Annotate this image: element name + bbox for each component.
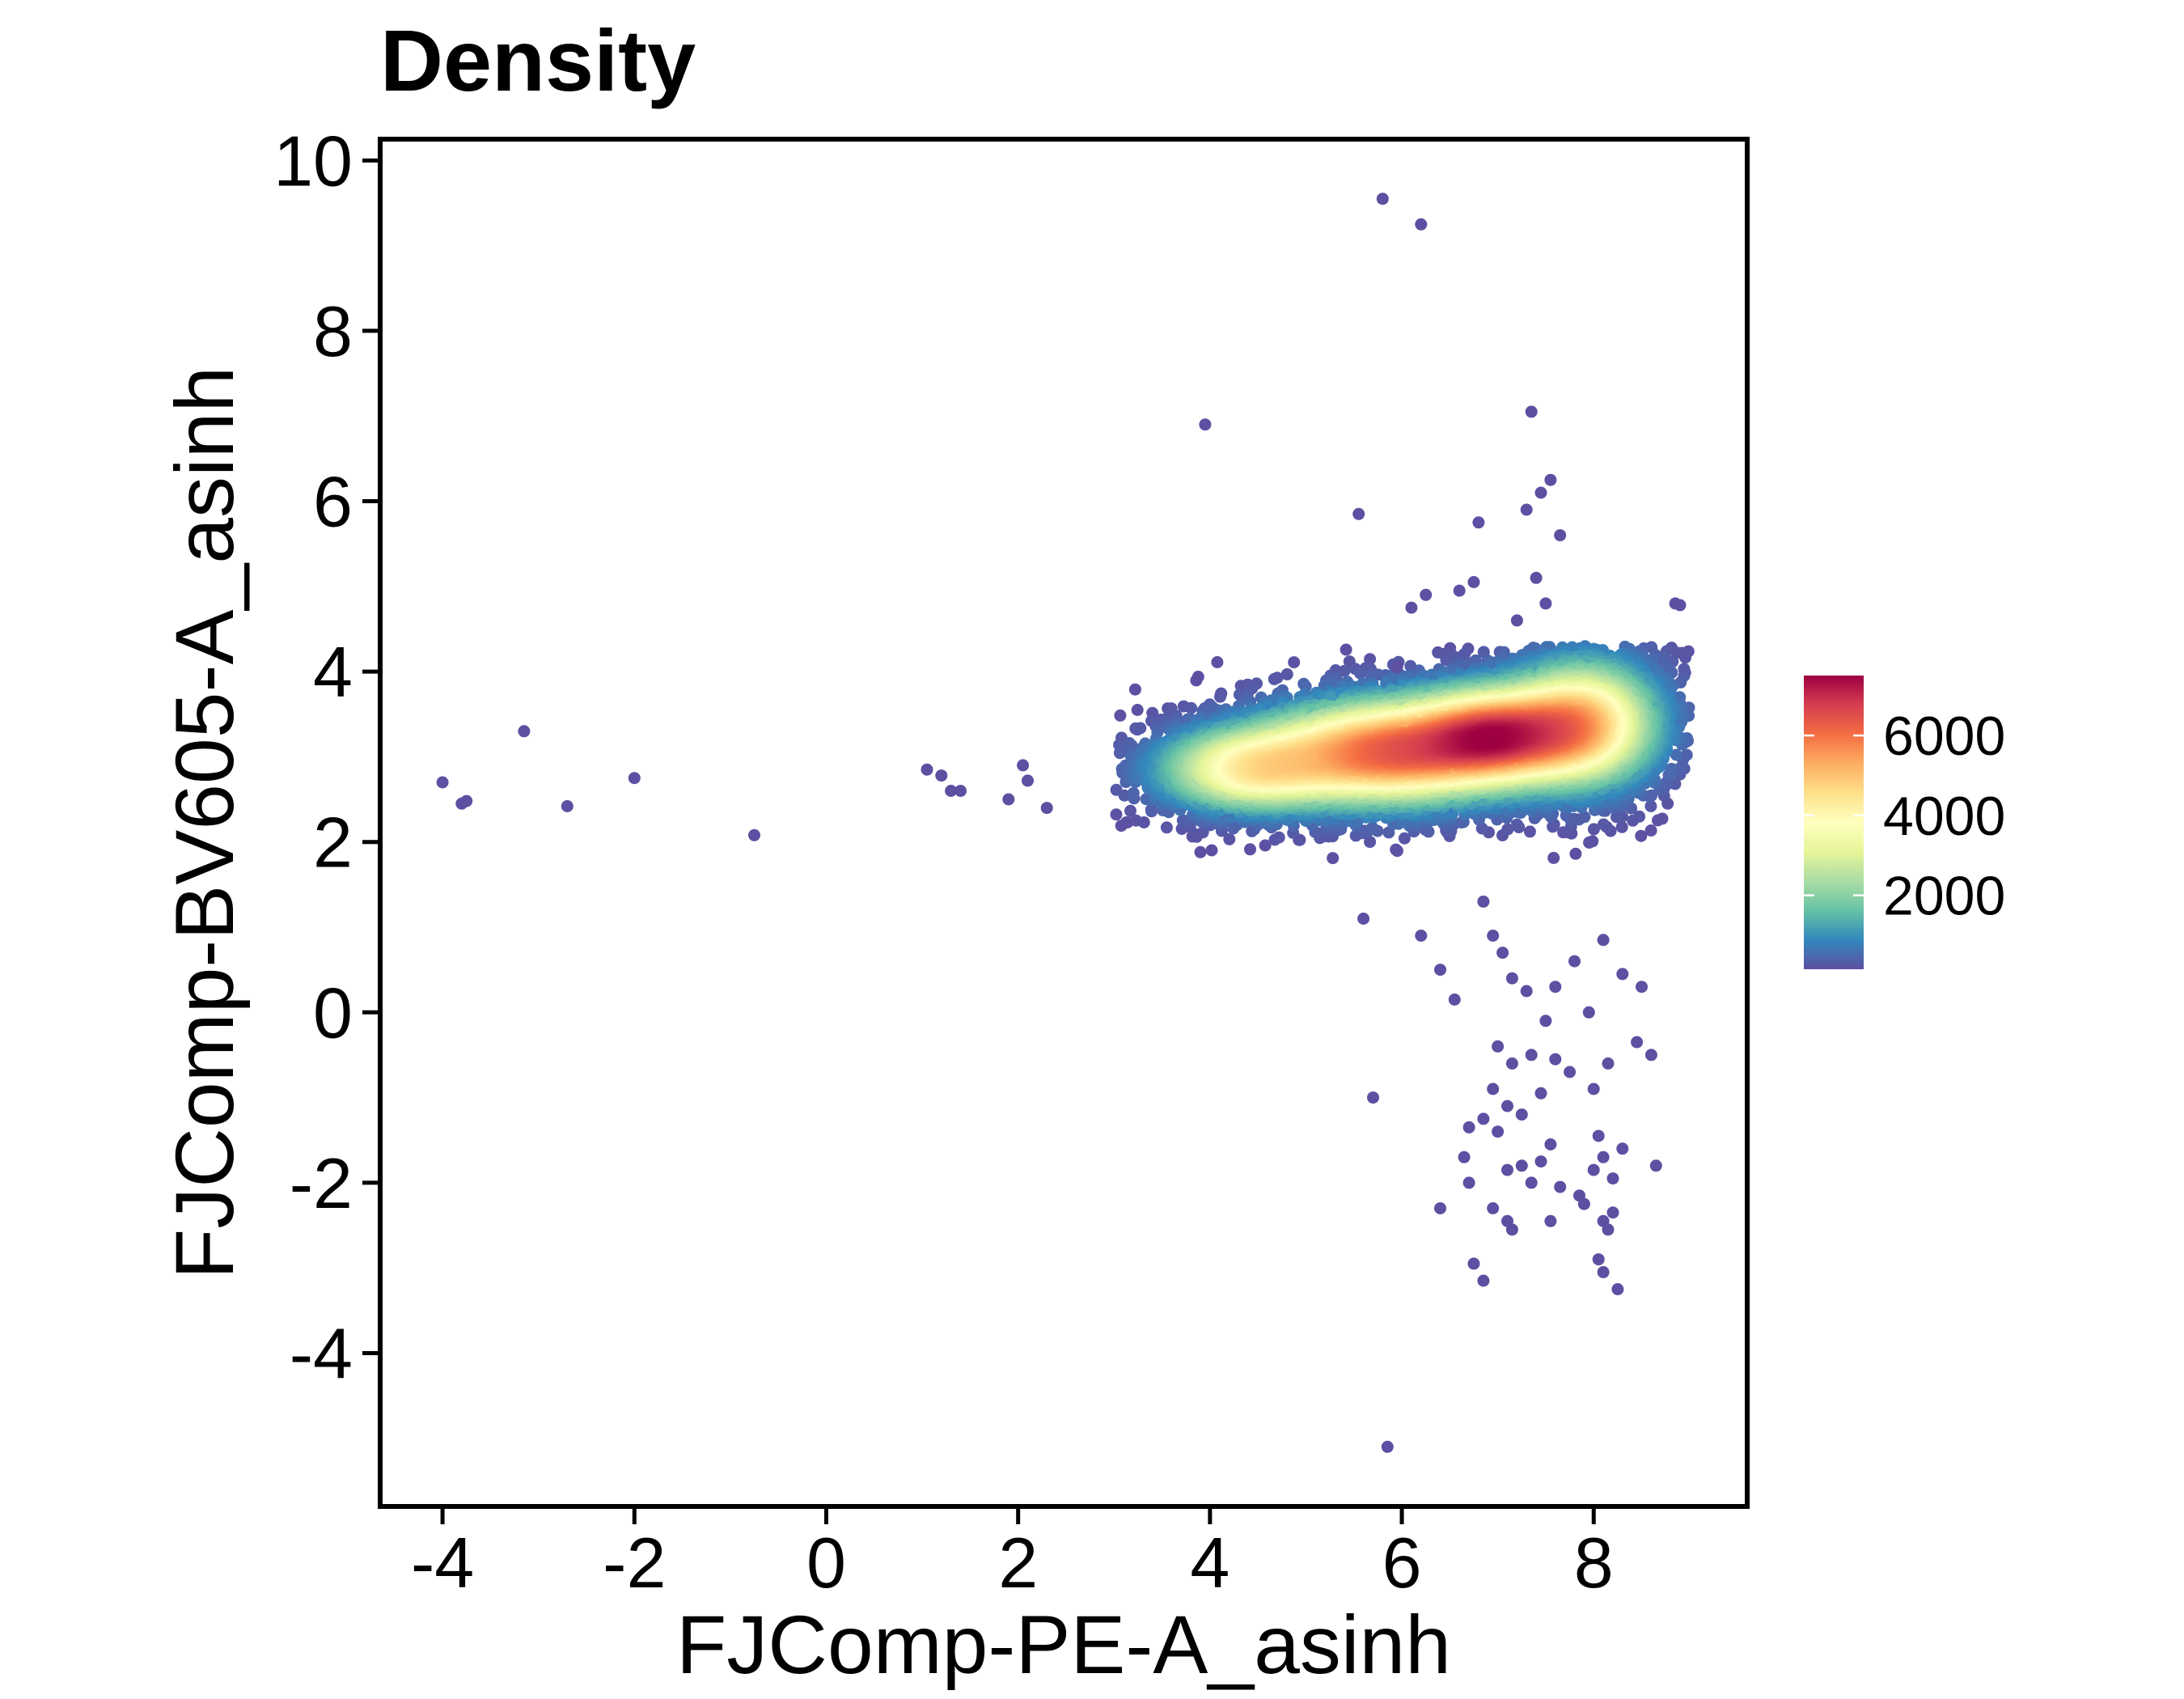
density-point xyxy=(1127,786,1140,799)
density-point xyxy=(1114,709,1127,722)
density-point xyxy=(1110,808,1123,821)
density-point xyxy=(1134,722,1147,735)
density-point xyxy=(1327,852,1340,865)
chart-title: Density xyxy=(380,11,696,109)
density-point xyxy=(1510,818,1523,831)
density-point xyxy=(1364,836,1377,849)
density-point xyxy=(1610,811,1623,824)
density-point xyxy=(1280,667,1293,680)
density-point xyxy=(1190,674,1203,687)
density-point xyxy=(1633,810,1646,823)
density-point xyxy=(1670,748,1682,761)
density-point xyxy=(1501,823,1514,836)
density-point xyxy=(1597,818,1610,831)
density-point xyxy=(1644,799,1657,812)
density-point xyxy=(1644,824,1657,837)
scatter-points xyxy=(436,193,1695,1453)
density-point xyxy=(1272,831,1285,844)
density-point xyxy=(1390,843,1403,856)
density-point xyxy=(1569,847,1582,860)
density-point xyxy=(1124,804,1136,817)
density-cloud xyxy=(1110,640,1695,865)
density-point xyxy=(1205,844,1218,857)
density-point xyxy=(1635,829,1648,842)
density-point xyxy=(1268,672,1280,685)
density-point xyxy=(1587,823,1600,836)
density-point xyxy=(1338,664,1351,677)
density-point xyxy=(1586,835,1599,848)
density-point xyxy=(1259,839,1272,852)
density-point xyxy=(1214,690,1226,703)
density-point xyxy=(1160,821,1173,834)
density-point xyxy=(1366,821,1379,834)
density-point xyxy=(1244,843,1256,856)
density-point xyxy=(1354,667,1366,680)
density-point xyxy=(1185,701,1198,714)
density-point xyxy=(1128,683,1141,696)
density-point xyxy=(1523,825,1536,838)
density-point xyxy=(1340,643,1352,656)
density-point xyxy=(1288,656,1301,669)
density-point xyxy=(1578,811,1591,824)
density-point xyxy=(1398,832,1411,845)
density-point xyxy=(1211,656,1224,668)
density-point xyxy=(1666,762,1678,775)
density-point xyxy=(1223,833,1236,845)
density-point xyxy=(1547,851,1560,864)
density-point xyxy=(1125,739,1138,752)
density-point xyxy=(1137,816,1150,828)
density-point xyxy=(1131,704,1144,716)
density-point xyxy=(1615,820,1628,833)
density-point xyxy=(1652,814,1664,827)
